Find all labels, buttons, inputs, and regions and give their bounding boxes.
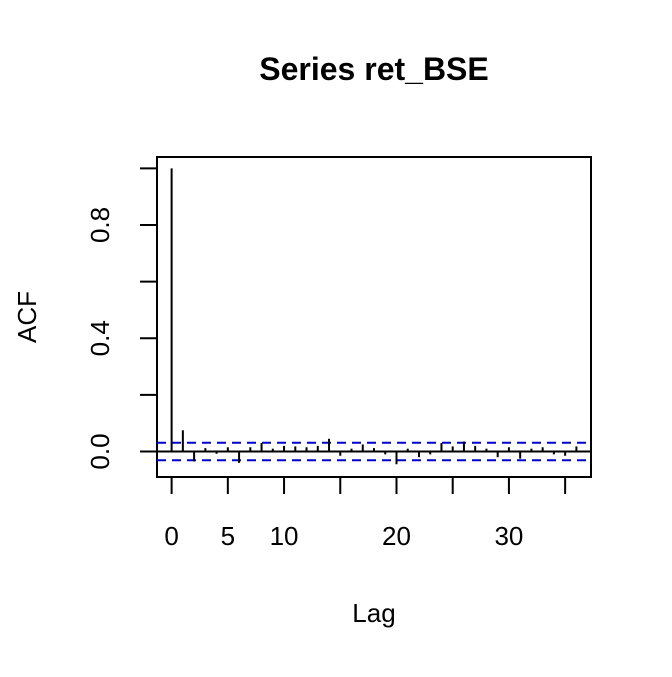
x-tick-label: 0 [164, 521, 178, 551]
y-axis-label: ACF [12, 291, 42, 343]
chart-title: Series ret_BSE [259, 51, 488, 87]
plot-area: 0 5 10 20 30 0.0 0.4 0.8 [85, 156, 592, 551]
x-tick-label: 20 [382, 521, 411, 551]
x-tick-label: 10 [270, 521, 299, 551]
plot-frame [156, 156, 592, 478]
y-tick-label: 0.8 [85, 207, 115, 243]
y-tick-label: 0.0 [85, 433, 115, 469]
x-tick-label: 5 [221, 521, 235, 551]
y-tick-label: 0.4 [85, 320, 115, 356]
x-tick-label: 30 [494, 521, 523, 551]
x-axis-label: Lag [352, 598, 395, 628]
